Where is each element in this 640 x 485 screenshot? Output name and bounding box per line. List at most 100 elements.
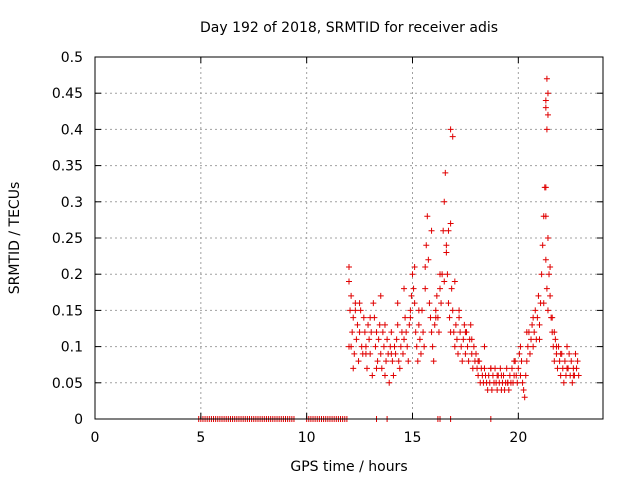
data-point <box>449 133 456 140</box>
data-point <box>526 350 533 357</box>
data-point <box>348 292 355 299</box>
y-tick-label: 0.15 <box>52 303 83 319</box>
data-point <box>386 379 393 386</box>
data-point <box>375 336 382 343</box>
data-point <box>383 358 390 365</box>
data-point <box>521 394 528 401</box>
y-tick-label: 0.5 <box>61 50 83 66</box>
data-point <box>470 343 477 350</box>
data-point <box>542 213 549 220</box>
data-point <box>356 329 363 336</box>
y-tick-label: 0.4 <box>61 122 83 138</box>
data-point <box>535 292 542 299</box>
y-tick-label: 0.35 <box>52 159 83 175</box>
data-point <box>393 336 400 343</box>
data-point <box>543 126 550 133</box>
data-point <box>523 329 530 336</box>
axis-ticks <box>94 56 603 420</box>
data-point <box>416 336 423 343</box>
data-point <box>447 220 454 227</box>
data-point <box>368 329 375 336</box>
data-point <box>498 372 505 379</box>
data-point <box>464 343 471 350</box>
data-point <box>361 329 368 336</box>
data-point <box>351 350 358 357</box>
data-point <box>377 350 384 357</box>
data-point <box>542 104 549 111</box>
x-axis-label: GPS time / hours <box>290 459 407 475</box>
data-point <box>349 329 356 336</box>
data-point <box>411 300 418 307</box>
data-point <box>552 336 559 343</box>
data-point <box>551 329 558 336</box>
data-point <box>456 314 463 321</box>
data-point <box>443 242 450 249</box>
data-point <box>397 343 404 350</box>
data-point <box>514 379 521 386</box>
x-tick-label: 0 <box>91 430 100 446</box>
data-point <box>405 358 412 365</box>
data-point <box>449 307 456 314</box>
data-point <box>404 343 411 350</box>
data-point <box>487 365 494 372</box>
data-point <box>432 314 439 321</box>
data-point <box>543 285 550 292</box>
data-point <box>456 307 463 314</box>
data-point <box>420 329 427 336</box>
data-point <box>412 329 419 336</box>
data-point <box>455 350 462 357</box>
data-point <box>573 365 580 372</box>
y-axis-label: SRMTID / TECUs <box>7 182 23 295</box>
data-point <box>437 271 444 278</box>
data-point <box>442 169 449 176</box>
data-point <box>538 271 545 278</box>
data-point <box>451 278 458 285</box>
y-tick-label: 0 <box>74 412 83 428</box>
data-point <box>417 350 424 357</box>
data-point <box>516 350 523 357</box>
data-point <box>411 263 418 270</box>
data-point <box>390 372 397 379</box>
data-point <box>423 242 430 249</box>
data-point <box>365 321 372 328</box>
data-point <box>457 329 464 336</box>
data-point <box>444 271 451 278</box>
data-point <box>369 372 376 379</box>
data-point <box>560 379 567 386</box>
data-point <box>517 343 524 350</box>
data-point <box>459 358 466 365</box>
x-tick-label: 20 <box>509 430 527 446</box>
data-point <box>381 372 388 379</box>
data-point <box>384 336 391 343</box>
data-point <box>445 227 452 234</box>
data-point <box>441 198 448 205</box>
data-point <box>530 314 537 321</box>
data-point <box>518 358 525 365</box>
x-tick-label: 5 <box>196 430 205 446</box>
chart-title: Day 192 of 2018, SRMTID for receiver adi… <box>200 20 498 36</box>
data-point <box>378 365 385 372</box>
data-point <box>366 336 373 343</box>
data-point <box>522 372 529 379</box>
data-point <box>546 271 553 278</box>
data-point <box>440 227 447 234</box>
data-point <box>544 235 551 241</box>
data-point <box>557 372 564 379</box>
data-point <box>531 329 538 336</box>
data-point <box>465 358 472 365</box>
data-point <box>553 343 560 350</box>
data-point <box>452 321 459 328</box>
data-point <box>413 343 420 350</box>
data-point <box>505 387 512 394</box>
data-point <box>529 321 536 328</box>
data-point <box>346 278 352 285</box>
data-point <box>441 278 448 285</box>
data-point <box>575 372 582 379</box>
data-point <box>407 314 414 321</box>
data-point <box>564 343 571 350</box>
data-point <box>356 300 363 307</box>
data-point <box>561 358 568 365</box>
data-point <box>352 307 359 314</box>
